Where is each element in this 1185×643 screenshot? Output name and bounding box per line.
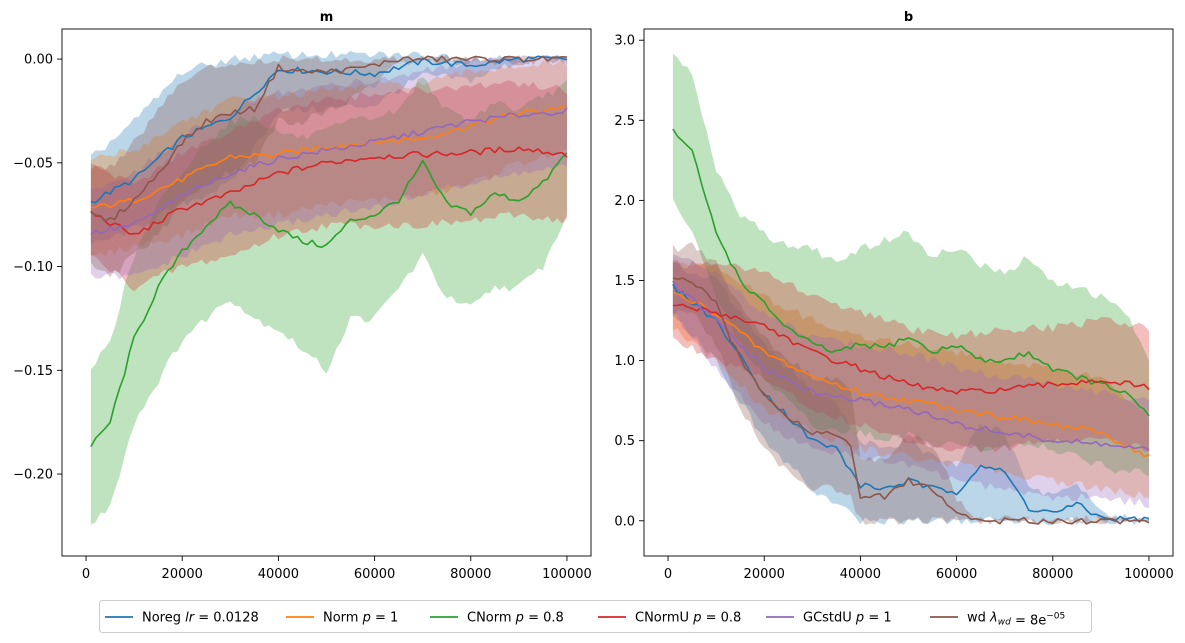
- x-tick-label: 80000: [1032, 567, 1073, 582]
- x-tick-label: 0: [664, 567, 672, 582]
- series-line-0-3: [90, 146, 568, 235]
- x-tick-label: 60000: [936, 567, 977, 582]
- axes-frame: [643, 28, 1174, 557]
- band-1-3: [672, 260, 1149, 453]
- panel-b: 0 20000 40000 60000 80000 100000 0.0 0.5 1.0 1.5 2…: [614, 10, 1173, 582]
- band-1-2: [672, 53, 1149, 477]
- legend: Noreg lr = 0.0128 Norm p = 1 CNorm p = 0.8…: [99, 600, 1092, 633]
- y-tick-label: 2.0: [614, 194, 635, 209]
- legend-value: = 0.0128: [194, 611, 259, 626]
- band-1-1: [672, 261, 1149, 499]
- y-tick-label: −0.05: [13, 156, 53, 171]
- legend-name: wd: [967, 611, 990, 626]
- axes-frame: [61, 28, 592, 557]
- x-tick-label: 20000: [162, 567, 203, 582]
- x-tick-label: 100000: [1124, 567, 1174, 582]
- y-tick-label: 0.0: [614, 514, 635, 529]
- x-tick-label: 80000: [450, 567, 491, 582]
- y-tick-label: 1.5: [614, 274, 635, 289]
- legend-value: = 1: [371, 611, 398, 626]
- band-1-4: [672, 254, 1149, 509]
- legend-entry: Noreg lr = 0.0128: [142, 611, 259, 626]
- legend-math: lr: [185, 611, 196, 626]
- chart-title: b: [904, 10, 913, 25]
- band-1-5: [672, 242, 1149, 526]
- band-0-0: [90, 50, 568, 246]
- y-tick-label: 2.5: [614, 114, 635, 129]
- series-line-1-1: [672, 291, 1150, 458]
- legend-entry: Norm p = 1: [323, 611, 398, 626]
- series-line-0-1: [90, 105, 568, 209]
- legend-value: = 0.8: [524, 611, 564, 626]
- legend-name: Norm: [323, 611, 363, 626]
- chart-title: m: [320, 10, 334, 25]
- x-tick-label: 40000: [840, 567, 881, 582]
- x-tick-label: 20000: [744, 567, 785, 582]
- band-0-2: [90, 77, 568, 525]
- band-0-5: [90, 54, 568, 278]
- x-tick-label: 60000: [354, 567, 395, 582]
- band-0-1: [90, 59, 568, 257]
- y-tick-label: 0.5: [614, 434, 635, 449]
- series-line-0-5: [90, 55, 568, 222]
- legend-math: p: [855, 611, 864, 626]
- legend-math: p: [515, 611, 524, 626]
- y-tick-label: −0.20: [13, 468, 53, 483]
- legend-math-sub: wd: [998, 618, 1011, 628]
- series-line-1-4: [672, 280, 1150, 451]
- series-line-0-0: [90, 55, 568, 204]
- x-tick-label: 100000: [542, 567, 592, 582]
- legend-value: = 0.8: [701, 611, 741, 626]
- legend-math: p: [692, 611, 701, 626]
- legend-name: GCstdU: [803, 611, 856, 626]
- series-line-1-3: [672, 303, 1150, 395]
- y-tick-label: −0.15: [13, 364, 53, 379]
- legend-math-sup: −05: [1046, 612, 1065, 622]
- band-1-0: [672, 262, 1149, 526]
- panel-m: 0 20000 40000 60000 80000 100000 −0.20 −0.15 −0.…: [13, 10, 592, 582]
- y-tick-label: 0.00: [24, 53, 53, 68]
- legend-frame: [99, 600, 1092, 633]
- legend-math: λ: [989, 611, 998, 626]
- series-line-1-5: [672, 277, 1150, 525]
- series-line-0-4: [90, 107, 568, 236]
- legend-entry: CNorm p = 0.8: [467, 611, 564, 626]
- legend-value: = 8e: [1011, 614, 1046, 629]
- legend-name: CNormU: [635, 611, 693, 626]
- legend-entry: GCstdU p = 1: [803, 611, 892, 626]
- legend-math: p: [362, 611, 371, 626]
- legend-value: = 1: [864, 611, 891, 626]
- x-tick-label: 0: [82, 567, 90, 582]
- series-line-0-2: [90, 152, 568, 448]
- y-tick-label: 1.0: [614, 354, 635, 369]
- legend-name: Noreg: [142, 611, 185, 626]
- y-tick-label: 3.0: [614, 34, 635, 49]
- legend-entry: CNormU p = 0.8: [635, 611, 741, 626]
- legend-entry: wd λwd = 8e−05: [967, 611, 1065, 629]
- y-tick-label: −0.10: [13, 260, 53, 275]
- legend-name: CNorm: [467, 611, 516, 626]
- x-tick-label: 40000: [258, 567, 299, 582]
- series-line-1-2: [672, 128, 1150, 417]
